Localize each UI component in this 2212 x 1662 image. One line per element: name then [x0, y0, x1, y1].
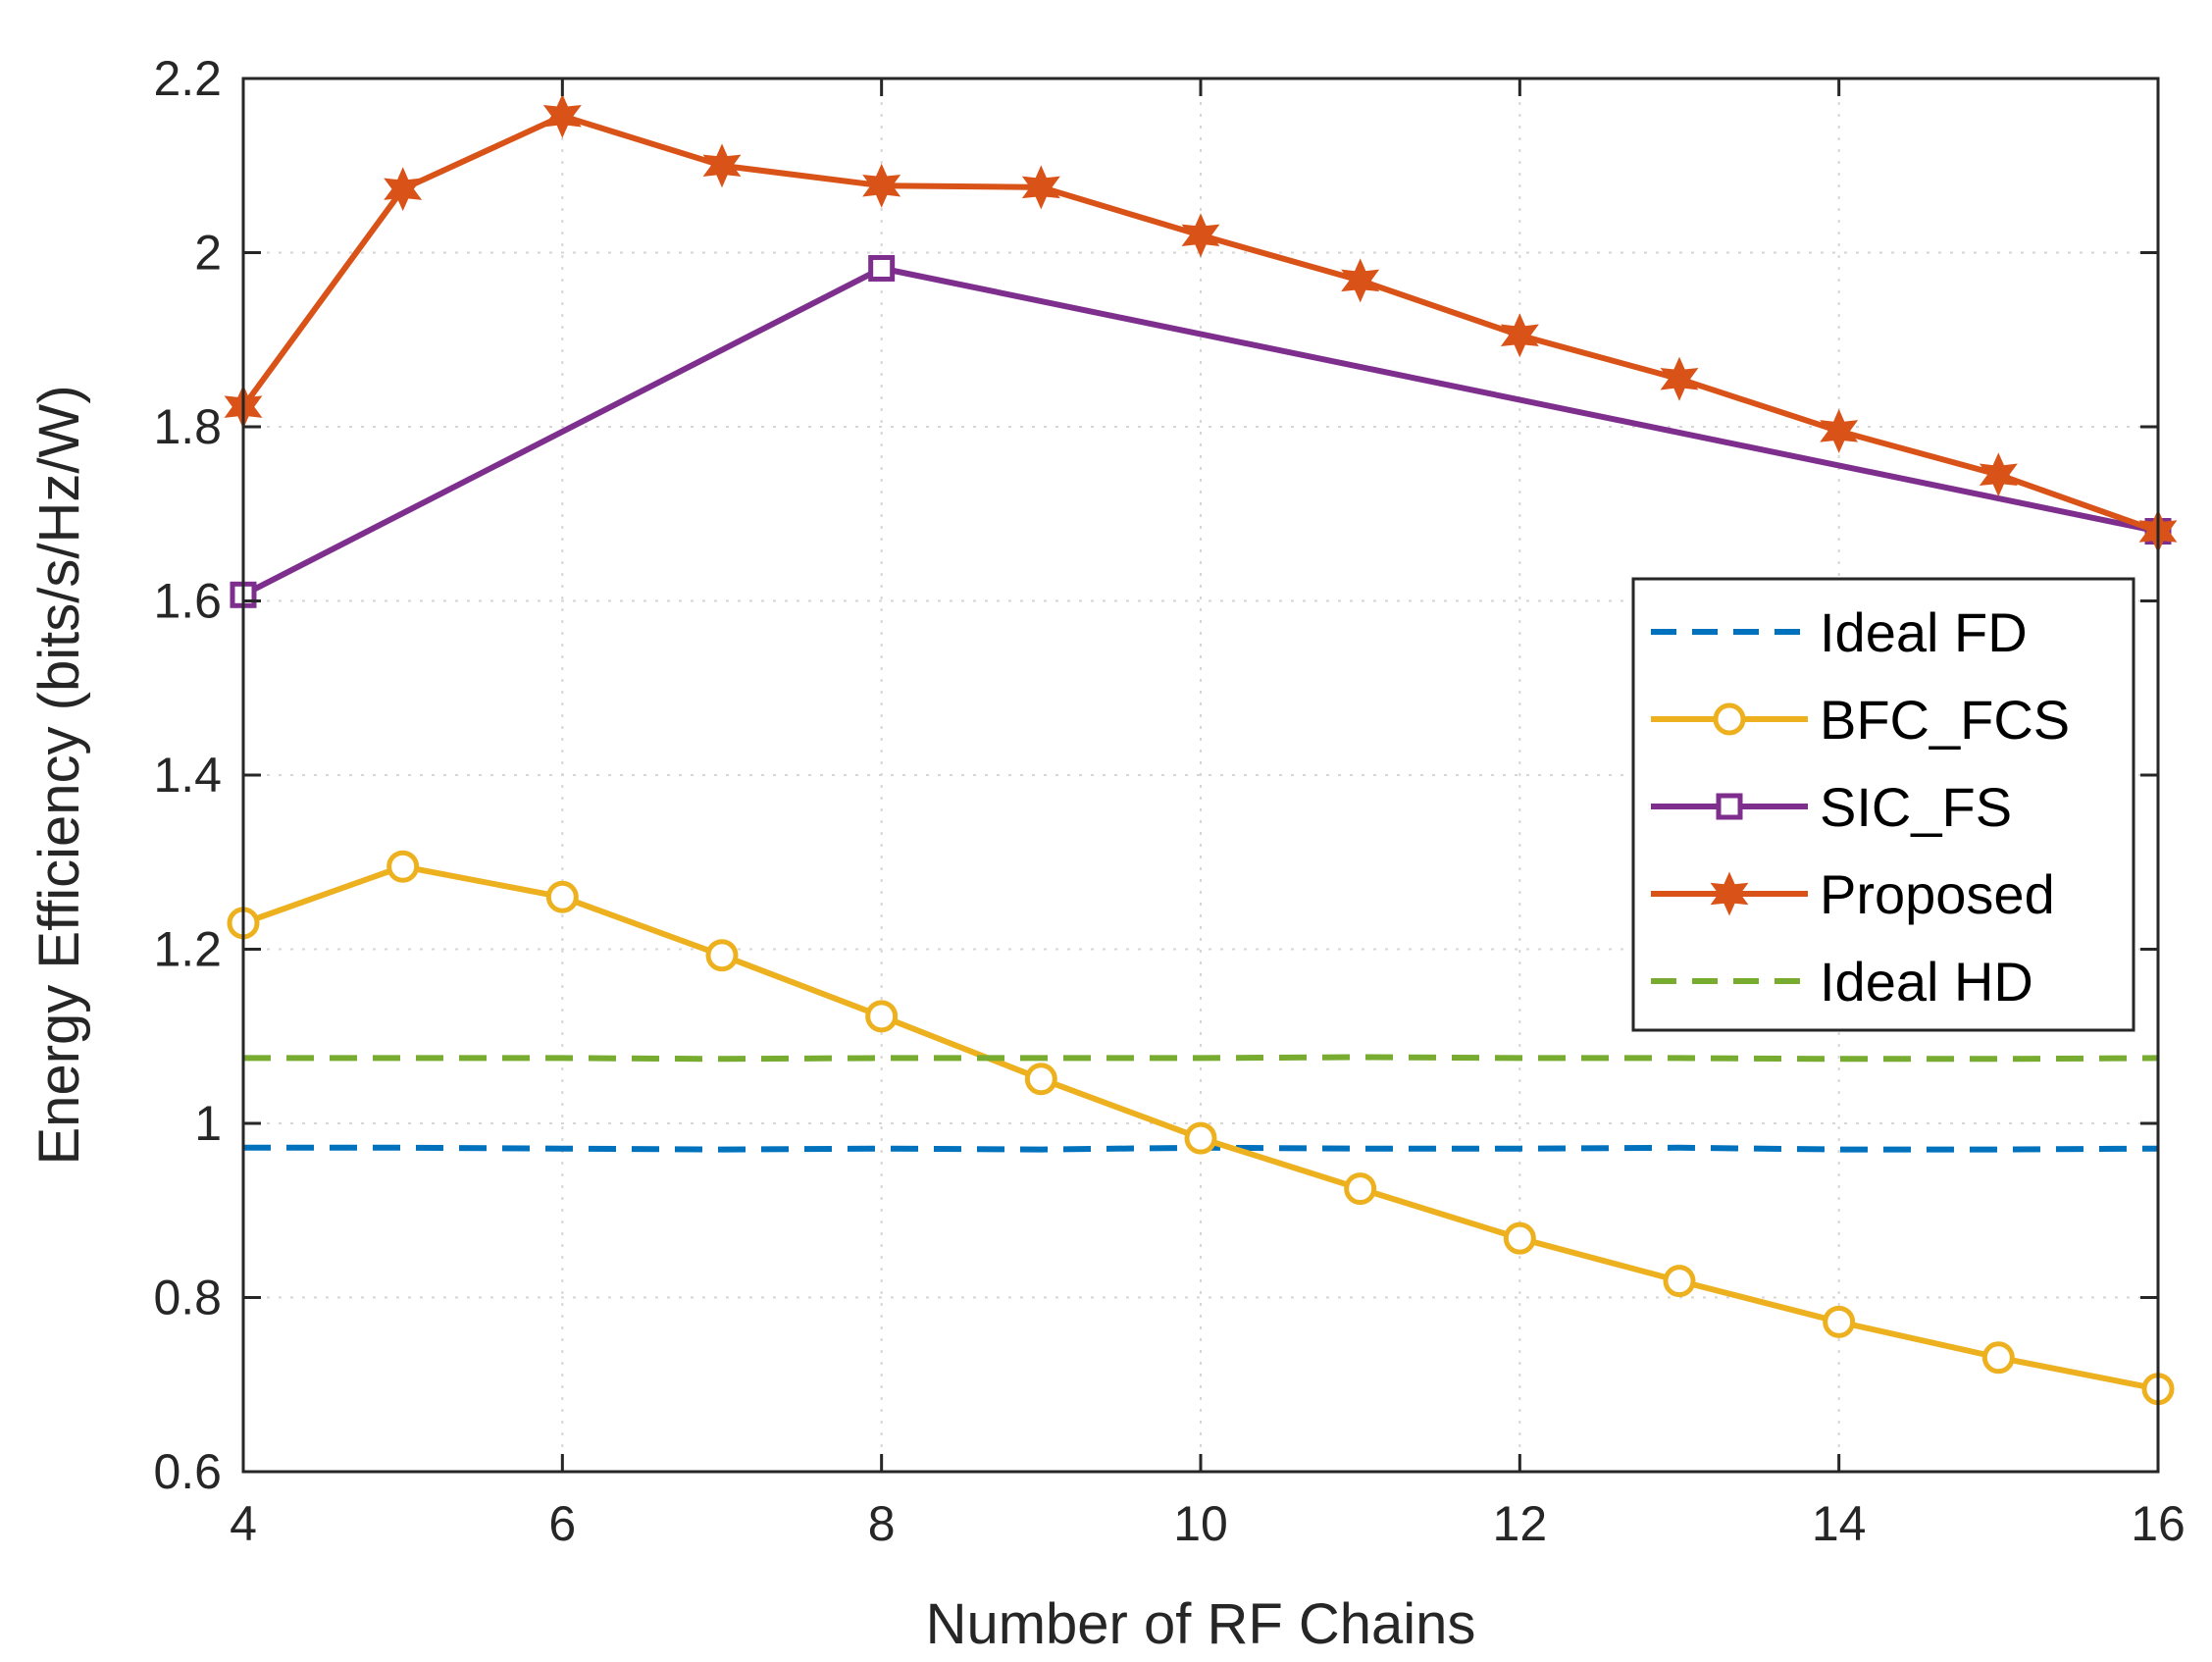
legend-item-ideal-fd: Ideal FD: [1651, 601, 2028, 663]
legend: Ideal FD BFC_FCS SIC_FS Proposed Ideal HD: [1631, 577, 2135, 1032]
data-point-bfc-fcs: [386, 850, 420, 883]
data-point-proposed: [1500, 313, 1539, 358]
x-tick-label: 16: [2131, 1496, 2186, 1551]
data-point-proposed: [1021, 165, 1060, 210]
y-tick-label: 0.8: [153, 1271, 222, 1325]
y-tick-label: 2.2: [153, 51, 222, 106]
y-tick-label: 1.4: [153, 748, 222, 803]
x-tick-label: 6: [548, 1496, 576, 1551]
series-layer: [224, 93, 2178, 1406]
y-tick-label: 1: [194, 1096, 222, 1151]
y-axis-title: Energy Efficiency (bits/s/Hz/W): [27, 385, 91, 1165]
data-point-proposed: [542, 93, 582, 138]
ticks: 4 6 8 10 12 14 16 0.6 0.8 1 1.2 1.4 1.6 1.8 2 2.2: [153, 51, 2185, 1551]
legend-label: Ideal HD: [1820, 951, 2033, 1013]
x-axis-title: Number of RF Chains: [926, 1592, 1476, 1656]
data-point-bfc-fcs: [1823, 1305, 1856, 1338]
legend-marker: [1713, 702, 1746, 736]
x-tick-label: 10: [1173, 1496, 1228, 1551]
data-point-sic-fs: [868, 254, 896, 282]
data-point-proposed: [702, 143, 742, 188]
y-tick-label: 1.8: [153, 399, 222, 454]
data-point-bfc-fcs: [545, 880, 579, 913]
data-point-proposed: [384, 167, 423, 212]
legend-marker: [1710, 871, 1749, 916]
series-ideal-hd: [243, 1054, 2159, 1063]
data-point-proposed: [1820, 408, 1859, 453]
legend-item-sic-fs: SIC_FS: [1651, 776, 2012, 838]
data-point-proposed: [1979, 452, 2018, 497]
y-tick-label: 1.2: [153, 922, 222, 977]
data-point-bfc-fcs: [1981, 1341, 2015, 1375]
x-tick-label: 4: [230, 1496, 257, 1551]
legend-item-proposed: Proposed: [1651, 863, 2055, 925]
data-point-bfc-fcs: [1184, 1121, 1217, 1155]
x-tick-label: 12: [1493, 1496, 1548, 1551]
series-line-ideal-hd: [243, 1054, 2159, 1063]
data-point-bfc-fcs: [1024, 1063, 1057, 1096]
legend-label: Ideal FD: [1820, 601, 2028, 663]
legend-label: BFC_FCS: [1820, 689, 2070, 751]
y-tick-label: 1.6: [153, 574, 222, 629]
data-point-bfc-fcs: [1344, 1172, 1377, 1206]
x-tick-label: 8: [868, 1496, 896, 1551]
data-point-proposed: [1660, 356, 1699, 401]
data-point-proposed: [862, 163, 901, 208]
y-tick-label: 2: [194, 226, 222, 281]
data-point-proposed: [1341, 258, 1380, 303]
data-point-bfc-fcs: [865, 1000, 899, 1033]
data-point-bfc-fcs: [1663, 1265, 1696, 1298]
legend-item-bfc-fcs: BFC_FCS: [1651, 689, 2070, 751]
data-point-proposed: [1181, 213, 1220, 258]
legend-marker: [1716, 793, 1743, 820]
legend-item-ideal-hd: Ideal HD: [1651, 951, 2033, 1013]
legend-label: Proposed: [1820, 863, 2055, 925]
x-tick-label: 14: [1812, 1496, 1867, 1551]
legend-label: SIC_FS: [1820, 776, 2012, 838]
data-point-bfc-fcs: [705, 939, 739, 972]
y-tick-label: 0.6: [153, 1444, 222, 1499]
data-point-bfc-fcs: [1503, 1221, 1536, 1255]
